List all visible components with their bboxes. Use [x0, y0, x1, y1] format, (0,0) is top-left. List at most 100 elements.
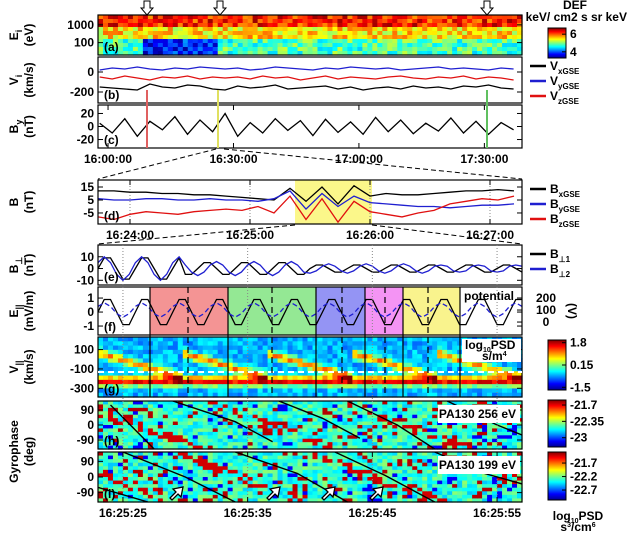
- spectrogram-cell: [427, 401, 433, 405]
- spectrogram-cell: [447, 31, 453, 36]
- spectrogram-cell: [432, 422, 438, 426]
- spectrogram-cell: [312, 432, 318, 436]
- spectrogram-cell: [173, 358, 179, 363]
- spectrogram-cell: [228, 31, 234, 36]
- spectrogram-cell: [507, 27, 513, 32]
- label-part: log: [465, 338, 483, 352]
- spectrogram-cell: [263, 39, 269, 44]
- spectrogram-cell: [133, 363, 139, 368]
- spectrogram-cell: [312, 346, 318, 351]
- spectrogram-cell: [243, 346, 249, 351]
- spectrogram-cell: [128, 439, 134, 443]
- spectrogram-cell: [158, 442, 164, 446]
- spectrogram-cell: [118, 346, 124, 351]
- spectrogram-cell: [258, 15, 264, 20]
- spectrogram-cell: [208, 341, 214, 346]
- spectrogram-cell: [283, 473, 289, 477]
- spectrogram-cell: [332, 459, 338, 463]
- spectrogram-cell: [327, 452, 333, 456]
- spectrogram-cell: [203, 39, 209, 44]
- spectrogram-cell: [298, 401, 304, 405]
- spectrogram-cell: [218, 346, 224, 351]
- spectrogram-cell: [233, 31, 239, 36]
- spectrogram-cell: [497, 439, 503, 443]
- spectrogram-cell: [317, 439, 323, 443]
- spectrogram-cell: [258, 481, 264, 485]
- spectrogram-cell: [258, 408, 264, 412]
- spectrogram-cell: [467, 388, 473, 393]
- spectrogram-cell: [472, 432, 478, 436]
- spectrogram-cell: [303, 442, 309, 446]
- colorbar-unit: s3/cm6: [560, 520, 595, 534]
- spectrogram-cell: [203, 452, 209, 456]
- legend-sub: yGSE: [559, 205, 581, 214]
- spectrogram-cell: [422, 35, 428, 40]
- spectrogram-cell: [208, 477, 214, 481]
- spectrogram-cell: [308, 470, 314, 474]
- spectrogram-cell: [412, 384, 418, 389]
- spectrogram-cell: [158, 43, 164, 48]
- spectrogram-cell: [213, 428, 219, 432]
- spectrogram-cell: [327, 35, 333, 40]
- spectrogram-cell: [352, 411, 358, 415]
- spectrogram-cell: [253, 481, 259, 485]
- spectrogram-cell: [397, 47, 403, 52]
- spectrogram-cell: [442, 425, 448, 429]
- spectrogram-cell: [412, 35, 418, 40]
- spectrogram-cell: [268, 422, 274, 426]
- spectrogram-cell: [477, 425, 483, 429]
- spectrogram-cell: [472, 442, 478, 446]
- spectrogram-cell: [283, 388, 289, 393]
- spectrogram-cell: [322, 23, 328, 28]
- spectrogram-cell: [397, 376, 403, 381]
- spectrogram-cell: [352, 337, 358, 342]
- spectrogram-cell: [108, 470, 114, 474]
- spectrogram-cell: [248, 23, 254, 28]
- y-tick-label: -90: [77, 486, 95, 500]
- spectrogram-cell: [118, 19, 124, 24]
- spectrogram-cell: [213, 15, 219, 20]
- spectrogram-cell: [158, 435, 164, 439]
- panels: 1000100Ei(eV)(a)64DEFkeV/ cm2 s sr keV0-…: [7, 0, 627, 534]
- spectrogram-cell: [173, 418, 179, 422]
- spectrogram-cell: [362, 418, 368, 422]
- spectrogram-cell: [512, 439, 518, 443]
- spectrogram-cell: [138, 481, 144, 485]
- spectrogram-cell: [422, 484, 428, 488]
- spectrogram-cell: [312, 47, 318, 52]
- spectrogram-cell: [198, 459, 204, 463]
- spectrogram-cell: [417, 418, 423, 422]
- spectrogram-cell: [143, 47, 149, 52]
- spectrogram-cell: [502, 376, 508, 381]
- spectrogram-cell: [308, 354, 314, 359]
- spectrogram-cell: [342, 19, 348, 24]
- spectrogram-cell: [437, 358, 443, 363]
- spectrogram-cell: [312, 439, 318, 443]
- spectrogram-cell: [188, 432, 194, 436]
- spectrogram-cell: [263, 384, 269, 389]
- spectrogram-cell: [273, 459, 279, 463]
- spectrogram-cell: [322, 473, 328, 477]
- spectrogram-cell: [213, 477, 219, 481]
- spectrogram-cell: [347, 435, 353, 439]
- spectrogram-cell: [462, 15, 468, 20]
- spectrogram-cell: [233, 380, 239, 385]
- legend-label: BzGSE: [550, 212, 580, 229]
- spectrogram-cell: [203, 473, 209, 477]
- spectrogram-cell: [123, 43, 129, 48]
- spectrogram-cell: [168, 384, 174, 389]
- spectrogram-cell: [327, 388, 333, 393]
- spectrogram-cell: [138, 47, 144, 52]
- spectrogram-cell: [512, 27, 518, 32]
- spectrogram-cell: [288, 354, 294, 359]
- spectrogram-cell: [372, 337, 378, 342]
- spectrogram-cell: [123, 408, 129, 412]
- spectrogram-cell: [228, 439, 234, 443]
- spectrogram-cell: [213, 358, 219, 363]
- spectrogram-cell: [243, 341, 249, 346]
- spectrogram-cell: [253, 415, 259, 419]
- spectrogram-cell: [322, 31, 328, 36]
- spectrogram-cell: [243, 442, 249, 446]
- spectrogram-cell: [312, 27, 318, 32]
- spectrogram-cell: [407, 481, 413, 485]
